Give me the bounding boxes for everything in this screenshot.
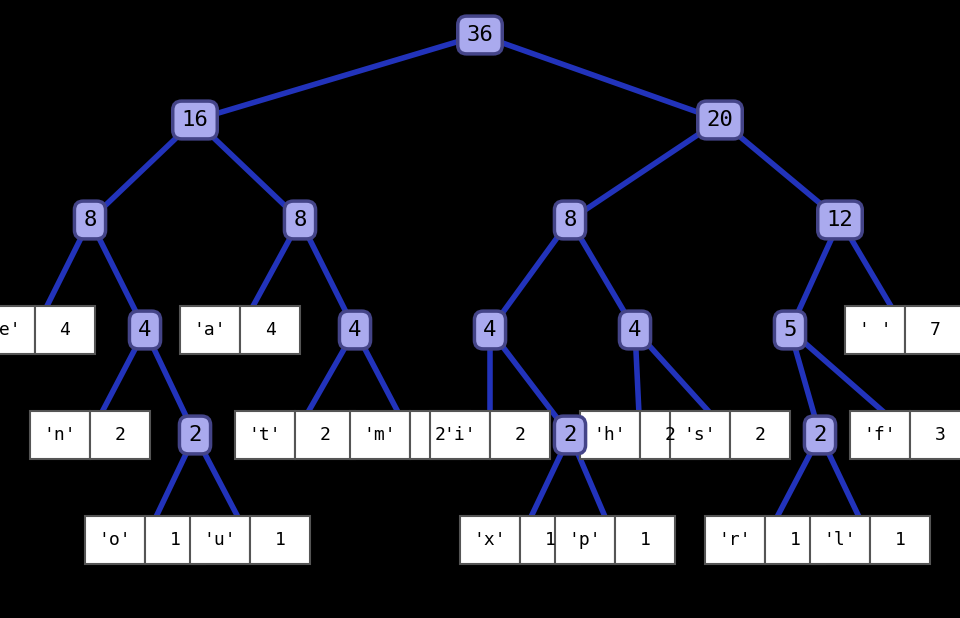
FancyBboxPatch shape — [705, 516, 765, 564]
Text: 'f': 'f' — [864, 426, 897, 444]
Text: 4: 4 — [60, 321, 70, 339]
FancyBboxPatch shape — [730, 411, 790, 459]
Text: 1: 1 — [639, 531, 651, 549]
Text: 7: 7 — [929, 321, 941, 339]
FancyBboxPatch shape — [580, 411, 640, 459]
FancyBboxPatch shape — [460, 516, 520, 564]
Text: 2: 2 — [188, 425, 202, 445]
FancyBboxPatch shape — [410, 411, 470, 459]
Text: 'r': 'r' — [719, 531, 752, 549]
Text: 5: 5 — [783, 320, 797, 340]
FancyBboxPatch shape — [250, 516, 310, 564]
Text: 2: 2 — [114, 426, 126, 444]
FancyBboxPatch shape — [555, 516, 615, 564]
Text: 4: 4 — [483, 320, 496, 340]
FancyBboxPatch shape — [350, 411, 410, 459]
Text: 8: 8 — [84, 210, 97, 230]
Text: 'n': 'n' — [44, 426, 76, 444]
Text: 1: 1 — [170, 531, 180, 549]
Text: 2: 2 — [435, 426, 445, 444]
Text: 'u': 'u' — [204, 531, 236, 549]
Text: 4: 4 — [628, 320, 641, 340]
Text: 2: 2 — [813, 425, 827, 445]
Text: 'l': 'l' — [824, 531, 856, 549]
Text: 16: 16 — [181, 110, 208, 130]
Text: ' ': ' ' — [858, 321, 891, 339]
FancyBboxPatch shape — [180, 306, 240, 354]
Text: 8: 8 — [564, 210, 577, 230]
FancyBboxPatch shape — [845, 306, 905, 354]
Text: 3: 3 — [935, 426, 946, 444]
FancyBboxPatch shape — [430, 411, 490, 459]
FancyBboxPatch shape — [910, 411, 960, 459]
FancyBboxPatch shape — [90, 411, 150, 459]
FancyBboxPatch shape — [810, 516, 870, 564]
Text: 'm': 'm' — [364, 426, 396, 444]
Text: 'i': 'i' — [444, 426, 476, 444]
Text: 1: 1 — [544, 531, 556, 549]
FancyBboxPatch shape — [670, 411, 730, 459]
Text: 4: 4 — [138, 320, 152, 340]
Text: 2: 2 — [564, 425, 577, 445]
FancyBboxPatch shape — [640, 411, 700, 459]
Text: 36: 36 — [467, 25, 493, 45]
FancyBboxPatch shape — [490, 411, 550, 459]
FancyBboxPatch shape — [30, 411, 90, 459]
Text: 4: 4 — [348, 320, 362, 340]
Text: 2: 2 — [320, 426, 330, 444]
Text: 1: 1 — [895, 531, 905, 549]
Text: 1: 1 — [275, 531, 285, 549]
FancyBboxPatch shape — [240, 306, 300, 354]
Text: 't': 't' — [249, 426, 281, 444]
Text: 's': 's' — [684, 426, 716, 444]
FancyBboxPatch shape — [615, 516, 675, 564]
Text: 20: 20 — [707, 110, 733, 130]
Text: 'a': 'a' — [194, 321, 227, 339]
Text: 1: 1 — [789, 531, 801, 549]
Text: 4: 4 — [265, 321, 276, 339]
FancyBboxPatch shape — [145, 516, 205, 564]
Text: 12: 12 — [827, 210, 853, 230]
FancyBboxPatch shape — [520, 516, 580, 564]
Text: 2: 2 — [664, 426, 676, 444]
FancyBboxPatch shape — [85, 516, 145, 564]
Text: 'h': 'h' — [593, 426, 626, 444]
FancyBboxPatch shape — [295, 411, 355, 459]
FancyBboxPatch shape — [35, 306, 95, 354]
FancyBboxPatch shape — [905, 306, 960, 354]
FancyBboxPatch shape — [870, 516, 930, 564]
Text: 2: 2 — [755, 426, 765, 444]
FancyBboxPatch shape — [850, 411, 910, 459]
Text: 'e': 'e' — [0, 321, 21, 339]
FancyBboxPatch shape — [0, 306, 35, 354]
Text: 8: 8 — [294, 210, 306, 230]
FancyBboxPatch shape — [235, 411, 295, 459]
Text: 2: 2 — [515, 426, 525, 444]
Text: 'x': 'x' — [473, 531, 506, 549]
Text: 'p': 'p' — [568, 531, 601, 549]
FancyBboxPatch shape — [190, 516, 250, 564]
Text: 'o': 'o' — [99, 531, 132, 549]
FancyBboxPatch shape — [765, 516, 825, 564]
